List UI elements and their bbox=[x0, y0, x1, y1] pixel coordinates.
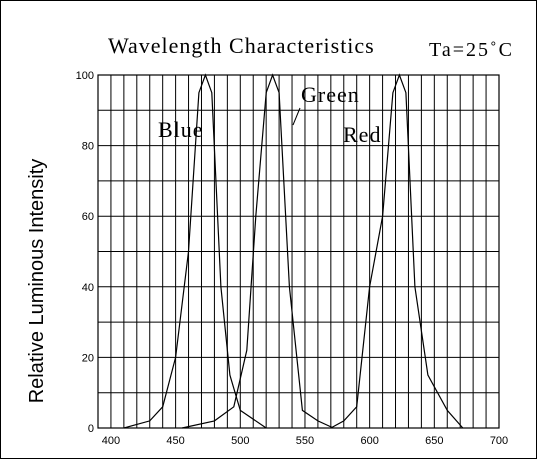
grid bbox=[97, 74, 500, 429]
y-axis-label: Relative Luminous Intensity bbox=[26, 159, 48, 404]
chart-title: Wavelength Characteristics bbox=[108, 33, 375, 58]
series-labels: Blue Green Red bbox=[158, 82, 381, 147]
x-tick-label: 600 bbox=[360, 435, 378, 447]
green-label-leader bbox=[292, 107, 301, 126]
series-line-green bbox=[181, 73, 334, 429]
x-tick-label: 650 bbox=[425, 435, 443, 447]
x-tick-label: 450 bbox=[166, 435, 184, 447]
x-tick-label: 700 bbox=[490, 435, 508, 447]
y-tick-label: 0 bbox=[88, 423, 94, 435]
label-red: Red bbox=[343, 122, 381, 147]
x-tick-label: 500 bbox=[231, 435, 249, 447]
plot-border bbox=[97, 74, 500, 429]
y-tick-label: 80 bbox=[82, 141, 94, 153]
y-tick-label: 100 bbox=[76, 70, 94, 82]
x-tick-label: 550 bbox=[296, 435, 314, 447]
temperature-condition: Ta=25˚C bbox=[429, 39, 514, 61]
series-group bbox=[123, 73, 464, 429]
y-tick-label: 20 bbox=[82, 352, 94, 364]
tick-labels: 400 450 500 550 600 650 700 0 20 40 60 80 100 bbox=[76, 70, 509, 447]
x-tick-label: 400 bbox=[102, 435, 120, 447]
y-tick-label: 60 bbox=[82, 211, 94, 223]
label-blue: Blue bbox=[158, 117, 204, 142]
y-tick-label: 40 bbox=[82, 282, 94, 294]
series-line-blue bbox=[123, 73, 267, 429]
label-green: Green bbox=[301, 82, 360, 107]
series-line-red bbox=[330, 73, 464, 429]
